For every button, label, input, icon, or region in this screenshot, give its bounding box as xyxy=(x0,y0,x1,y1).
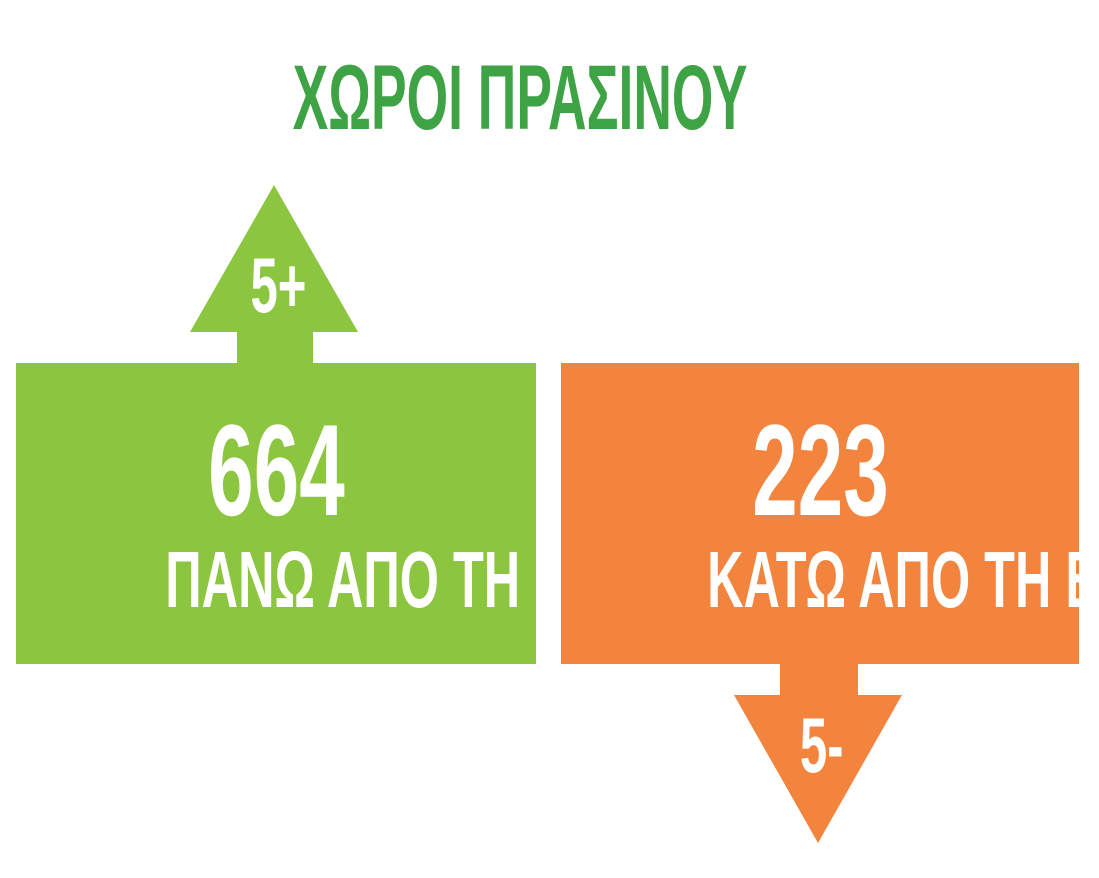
green-block-value-text: 664 xyxy=(207,397,345,543)
up-arrow-icon xyxy=(190,185,358,370)
down-arrow-icon xyxy=(734,658,902,843)
up-arrow-label-text: 5+ xyxy=(249,241,307,329)
down-arrow-label: 5- xyxy=(722,706,922,784)
green-block-label: ΠΑΝΩ ΑΠΟ ΤΗ ΒΑΣΗ xyxy=(16,540,673,620)
green-block-value: 664 xyxy=(16,405,536,535)
orange-block-value: 223 xyxy=(561,405,1079,535)
orange-block-label: ΚΑΤΩ ΑΠΟ ΤΗ ΒΑΣΗ xyxy=(561,540,1099,620)
page-title-text: ΧΩΡΟΙ ΠΡΑΣΙΝΟΥ xyxy=(292,47,748,149)
up-arrow-label: 5+ xyxy=(178,246,378,324)
green-block-above-base: 664 ΠΑΝΩ ΑΠΟ ΤΗ ΒΑΣΗ xyxy=(16,363,674,664)
down-arrow-label-text: 5- xyxy=(800,701,844,789)
orange-block-value-text: 223 xyxy=(751,397,889,543)
orange-block-label-text: ΚΑΤΩ ΑΠΟ ΤΗ ΒΑΣΗ xyxy=(707,535,1099,624)
orange-block-below-base: 223 ΚΑΤΩ ΑΠΟ ΤΗ ΒΑΣΗ xyxy=(561,363,1099,664)
page-title: ΧΩΡΟΙ ΠΡΑΣΙΝΟΥ xyxy=(0,52,1040,144)
